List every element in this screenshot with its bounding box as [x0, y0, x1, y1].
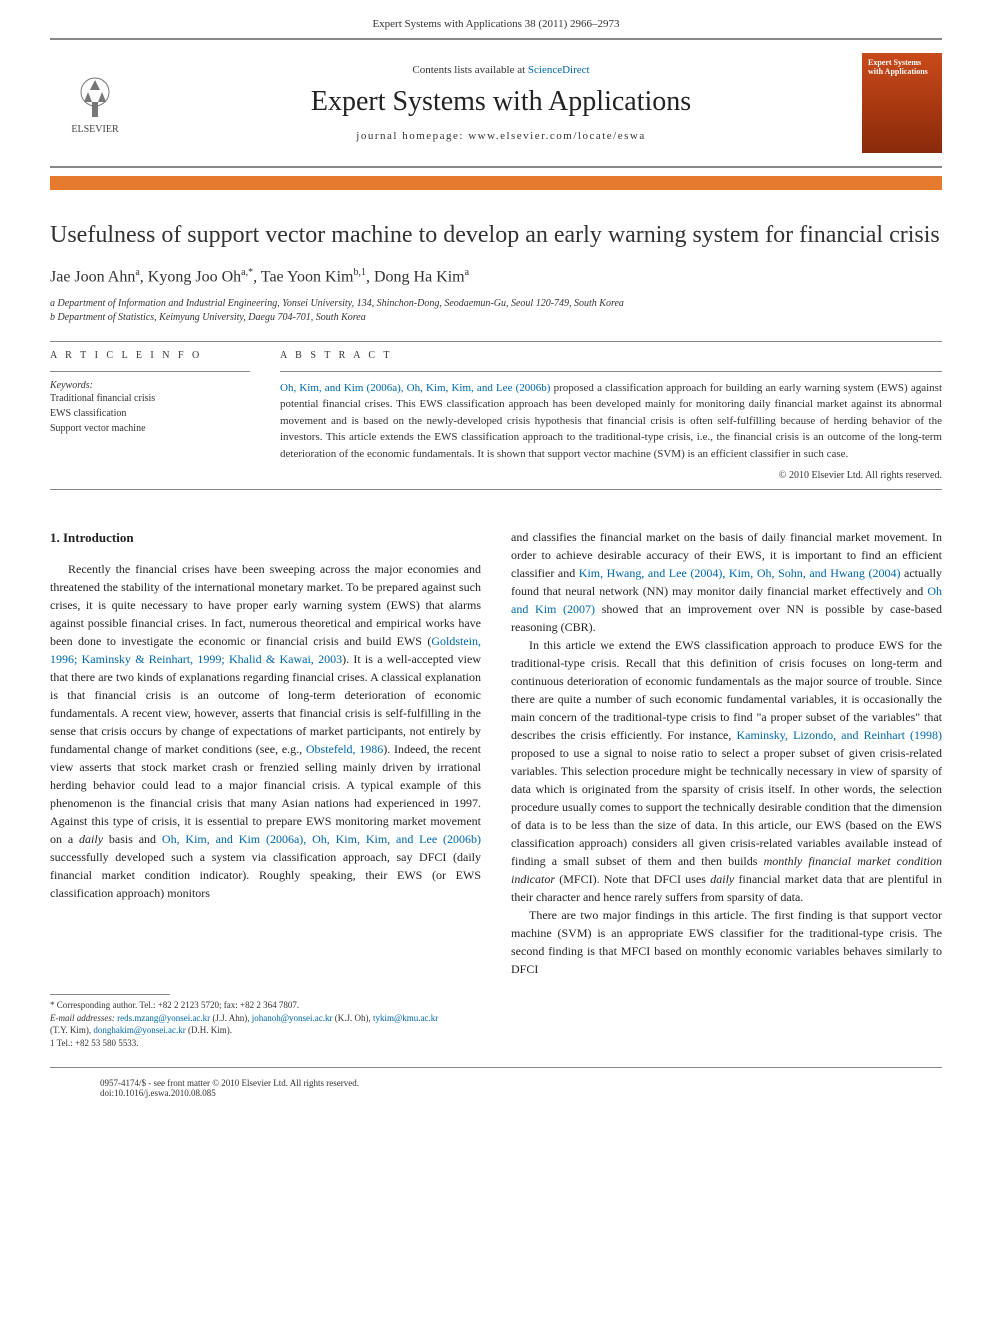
email-link[interactable]: tykim@kmu.ac.kr	[373, 1013, 438, 1023]
homepage-url: www.elsevier.com/locate/eswa	[468, 130, 646, 142]
article-title: Usefulness of support vector machine to …	[50, 220, 942, 251]
affiliation-list: a Department of Information and Industri…	[50, 297, 942, 325]
journal-cover-thumb: Expert Systems with Applications	[862, 53, 942, 153]
homepage-line: journal homepage: www.elsevier.com/locat…	[140, 130, 862, 142]
banner-center: Contents lists available at ScienceDirec…	[140, 64, 862, 142]
article-info-column: A R T I C L E I N F O Keywords: Traditio…	[50, 350, 250, 482]
author-list: Jae Joon Ahna, Kyong Joo Oha,*, Tae Yoon…	[50, 267, 942, 286]
homepage-prefix: journal homepage:	[356, 130, 468, 142]
affiliation-b: b Department of Statistics, Keimyung Uni…	[50, 311, 942, 325]
citation-header: Expert Systems with Applications 38 (201…	[0, 0, 992, 38]
divider-top	[50, 341, 942, 342]
sciencedirect-link[interactable]: ScienceDirect	[528, 64, 590, 76]
email-link[interactable]: reds.mzang@yonsei.ac.kr	[117, 1013, 210, 1023]
intro-paragraph-right-2: In this article we extend the EWS classi…	[511, 636, 942, 906]
abstract-column: A B S T R A C T Oh, Kim, and Kim (2006a)…	[280, 350, 942, 482]
abstract-heading: A B S T R A C T	[280, 350, 942, 361]
orange-divider-bar	[50, 176, 942, 190]
cover-title: Expert Systems with Applications	[868, 59, 936, 77]
email-addresses-line: E-mail addresses: reds.mzang@yonsei.ac.k…	[50, 1012, 446, 1037]
email-link[interactable]: donghakim@yonsei.ac.kr	[93, 1025, 185, 1035]
affiliation-a: a Department of Information and Industri…	[50, 297, 942, 311]
corresponding-author-note: * Corresponding author. Tel.: +82 2 2123…	[50, 999, 446, 1012]
article-meta-block: A R T I C L E I N F O Keywords: Traditio…	[50, 350, 942, 482]
bottom-strip: 0957-4174/$ - see front matter © 2010 El…	[50, 1067, 942, 1118]
publisher-logo-block: ELSEVIER	[50, 72, 140, 135]
abstract-ref: Oh, Kim, and Kim (2006a), Oh, Kim, Kim, …	[280, 382, 550, 394]
section-1-heading: 1. Introduction	[50, 528, 481, 548]
publisher-name: ELSEVIER	[71, 124, 118, 135]
intro-paragraph-left: Recently the financial crises have been …	[50, 560, 481, 902]
intro-paragraph-right-1: and classifies the financial market on t…	[511, 528, 942, 636]
abstract-text: Oh, Kim, and Kim (2006a), Oh, Kim, Kim, …	[280, 380, 942, 463]
intro-paragraph-right-3: There are two major findings in this art…	[511, 906, 942, 978]
emails-label: E-mail addresses:	[50, 1013, 115, 1023]
info-divider	[50, 371, 250, 372]
keywords-list: Traditional financial crisis EWS classif…	[50, 391, 250, 436]
abstract-divider	[280, 371, 942, 372]
journal-name: Expert Systems with Applications	[140, 86, 862, 118]
contents-line: Contents lists available at ScienceDirec…	[140, 64, 862, 76]
left-column: 1. Introduction Recently the financial c…	[50, 528, 481, 978]
doi-line: doi:10.1016/j.eswa.2010.08.085	[100, 1088, 892, 1098]
divider-bottom	[50, 489, 942, 490]
contents-prefix: Contents lists available at	[412, 64, 527, 76]
journal-banner: ELSEVIER Contents lists available at Sci…	[50, 38, 942, 168]
keyword-3: Support vector machine	[50, 421, 250, 436]
keywords-label: Keywords:	[50, 380, 250, 391]
footnotes-block: * Corresponding author. Tel.: +82 2 2123…	[0, 988, 496, 1059]
citation-text: Expert Systems with Applications 38 (201…	[372, 18, 619, 30]
tel-note: 1 Tel.: +82 53 580 5533.	[50, 1037, 446, 1050]
abstract-copyright: © 2010 Elsevier Ltd. All rights reserved…	[280, 470, 942, 481]
elsevier-tree-icon	[70, 72, 120, 122]
right-column: and classifies the financial market on t…	[511, 528, 942, 978]
keyword-2: EWS classification	[50, 406, 250, 421]
article-body-columns: 1. Introduction Recently the financial c…	[0, 508, 992, 988]
keyword-1: Traditional financial crisis	[50, 391, 250, 406]
article-info-heading: A R T I C L E I N F O	[50, 350, 250, 361]
front-matter-line: 0957-4174/$ - see front matter © 2010 El…	[100, 1078, 892, 1088]
footnote-divider	[50, 994, 170, 995]
email-link[interactable]: johanoh@yonsei.ac.kr	[252, 1013, 333, 1023]
article-header-block: Usefulness of support vector machine to …	[0, 190, 992, 508]
